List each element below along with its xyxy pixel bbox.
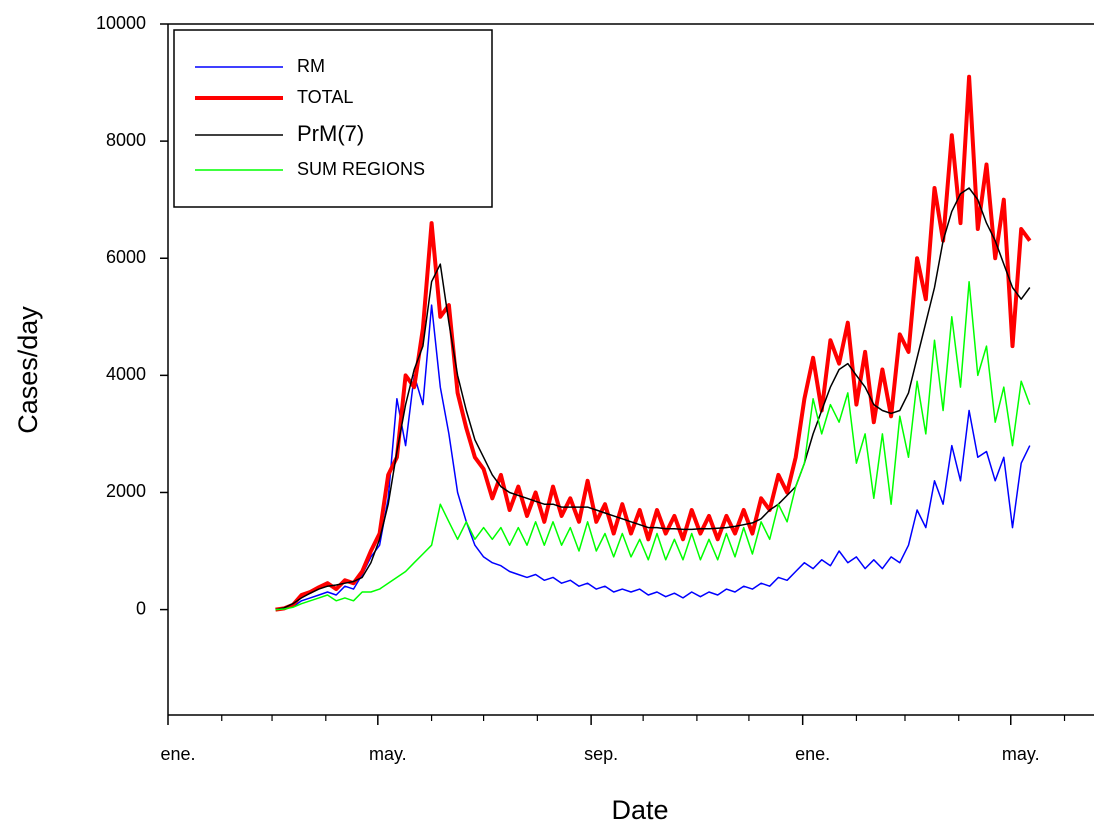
y-tick-label: 4000 [106,364,146,384]
plot-area [275,74,1032,612]
legend-label: PrM(7) [297,121,364,146]
x-tick-label: may. [369,744,407,764]
series-line [275,280,1031,611]
x-tick-label: ene. [160,744,195,764]
y-tick-label: 6000 [106,247,146,267]
legend-box [173,29,493,208]
legend: RM TOTAL PrM(7) SUM REGIONS [173,29,493,208]
axes-frame: 0 2000 4000 6000 8000 10000 ene. may. sep. ene. ma… [96,13,1094,764]
x-tick-label: ene. [795,744,830,764]
x-axis-title: Date [611,795,668,825]
y-tick-label: 8000 [106,130,146,150]
y-tick-label: 0 [136,598,146,618]
y-tick-label: 10000 [96,13,146,33]
y-tick-label: 2000 [106,481,146,501]
series-line [275,304,1031,611]
legend-label: TOTAL [297,87,353,107]
x-tick-label: may. [1002,744,1040,764]
series-line [275,74,1032,612]
series-line [275,187,1031,611]
x-tick-label: sep. [584,744,618,764]
y-axis-title: Cases/day [13,306,43,434]
legend-label: RM [297,56,325,76]
legend-label: SUM REGIONS [297,159,425,179]
